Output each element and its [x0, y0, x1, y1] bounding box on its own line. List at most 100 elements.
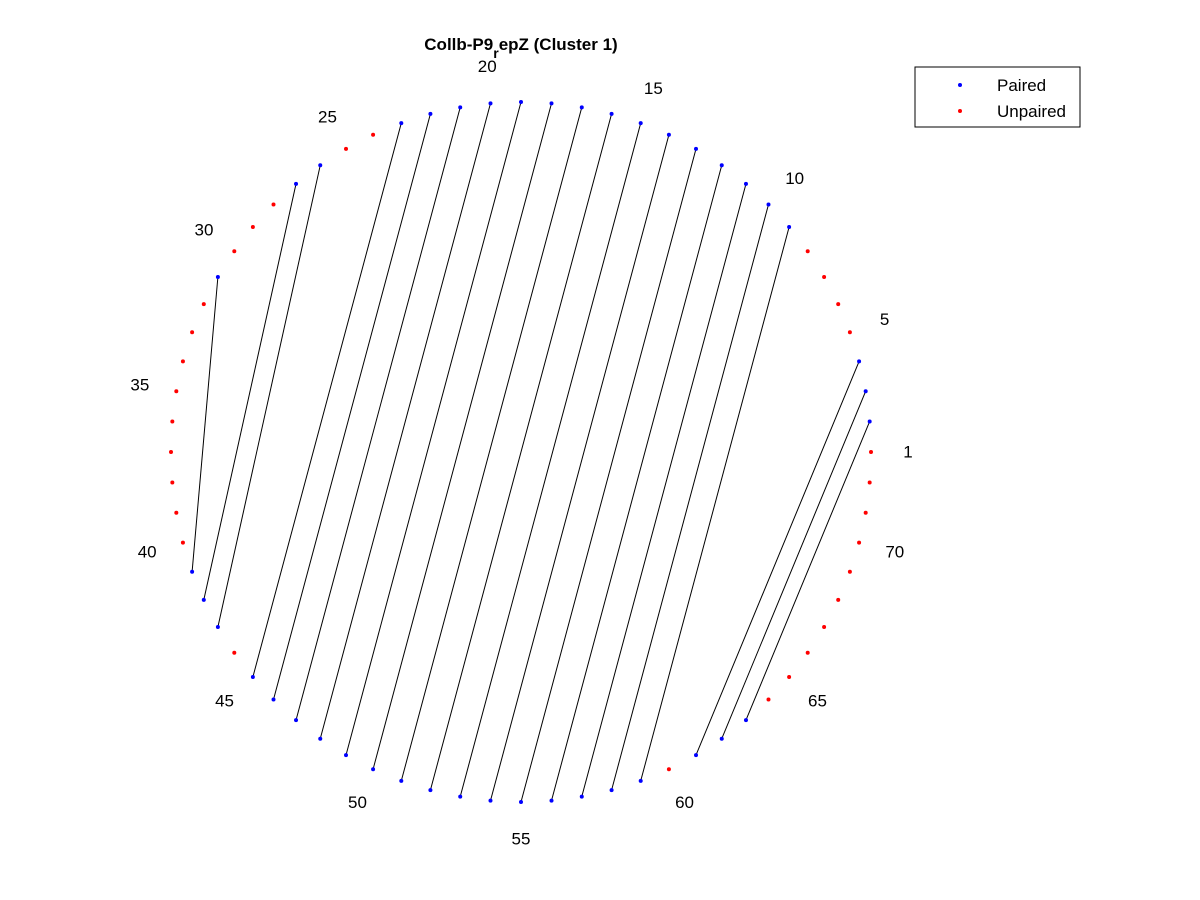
- index-label-45: 45: [215, 691, 234, 710]
- index-label-5: 5: [880, 310, 889, 329]
- unpaired-point-60: [666, 767, 671, 772]
- paired-point-27: [294, 181, 299, 186]
- unpaired-point-72: [867, 480, 872, 485]
- legend-unpaired-label: Unpaired: [997, 102, 1066, 121]
- paired-point-3: [863, 389, 868, 394]
- paired-point-11: [743, 181, 748, 186]
- paired-point-15: [638, 121, 643, 126]
- unpaired-point-69: [847, 569, 852, 574]
- paired-point-23: [399, 121, 404, 126]
- paired-point-2: [867, 419, 872, 424]
- paired-point-13: [694, 146, 698, 151]
- paired-point-26: [318, 163, 323, 168]
- index-label-70: 70: [885, 543, 904, 562]
- unpaired-point-65: [787, 674, 792, 679]
- bond-line-14-54: [490, 134, 670, 801]
- bond-line-2-63: [745, 421, 871, 721]
- bond-line-31-41: [191, 276, 219, 572]
- bond-line-12-56: [551, 165, 723, 801]
- bond-line-17-51: [400, 107, 583, 782]
- legend: Paired Unpaired: [914, 66, 1081, 128]
- unpaired-point-1: [869, 450, 873, 454]
- paired-point-56: [549, 798, 554, 803]
- bond-line-18-50: [372, 103, 552, 770]
- legend-paired-marker: [958, 83, 962, 87]
- index-label-50: 50: [348, 793, 367, 812]
- unpaired-point-40: [180, 540, 185, 545]
- index-label-60: 60: [675, 793, 694, 812]
- paired-point-52: [428, 788, 433, 793]
- bond-lines: [191, 101, 871, 803]
- paired-point-50: [371, 767, 376, 772]
- unpaired-point-6: [836, 302, 841, 307]
- unpaired-point-37: [169, 450, 173, 454]
- title-subscript: r: [493, 45, 499, 61]
- unpaired-point-30: [232, 249, 237, 254]
- paired-point-53: [458, 794, 463, 799]
- title-rest: epZ (Cluster 1): [499, 35, 618, 54]
- unpaired-point-38: [170, 480, 175, 485]
- index-label-40: 40: [138, 543, 157, 562]
- unpaired-point-24: [371, 132, 376, 137]
- paired-point-42: [201, 597, 206, 602]
- index-label-30: 30: [195, 221, 214, 240]
- bond-line-19-49: [345, 101, 522, 756]
- index-label-15: 15: [644, 79, 663, 98]
- unpaired-point-29: [250, 225, 255, 230]
- bond-line-3-62: [721, 391, 867, 739]
- paired-point-19: [519, 100, 523, 104]
- index-label-65: 65: [808, 691, 827, 710]
- unpaired-point-70: [857, 540, 862, 545]
- paired-point-14: [666, 132, 671, 137]
- paired-point-10: [766, 202, 771, 207]
- bond-line-26-43: [217, 165, 321, 628]
- paired-point-62: [719, 736, 724, 741]
- bond-line-11-57: [581, 183, 747, 797]
- unpaired-point-5: [847, 330, 852, 335]
- unpaired-point-7: [822, 275, 827, 279]
- bond-line-23-45: [252, 122, 402, 678]
- bond-line-10-58: [611, 204, 769, 791]
- unpaired-point-33: [190, 330, 195, 335]
- paired-point-59: [638, 778, 643, 783]
- bond-line-4-61: [695, 361, 860, 756]
- paired-point-48: [318, 736, 323, 741]
- paired-point-63: [743, 718, 748, 723]
- unpaired-point-34: [180, 359, 185, 364]
- paired-point-22: [428, 111, 433, 116]
- paired-point-58: [609, 788, 614, 793]
- paired-point-20: [488, 101, 493, 106]
- paired-point-31: [215, 275, 220, 279]
- paired-point-4: [857, 359, 862, 364]
- bond-line-16-52: [429, 113, 613, 791]
- unpaired-point-71: [863, 510, 868, 515]
- paired-point-16: [609, 111, 614, 116]
- legend-box: [914, 66, 1081, 128]
- unpaired-point-25: [344, 146, 348, 151]
- paired-point-51: [399, 778, 404, 783]
- unpaired-point-28: [271, 202, 276, 207]
- index-label-10: 10: [785, 169, 804, 188]
- bond-line-22-46: [273, 113, 431, 700]
- plot-title: Collb-P9repZ (Cluster 1): [424, 35, 617, 61]
- paired-point-17: [579, 105, 584, 110]
- nucleotide-points: [169, 100, 873, 804]
- title-main: Collb-P9: [424, 35, 493, 54]
- paired-point-54: [488, 798, 493, 803]
- unpaired-point-8: [805, 249, 810, 254]
- legend-paired-label: Paired: [997, 76, 1046, 95]
- unpaired-point-64: [766, 697, 771, 702]
- index-label-1: 1: [903, 443, 912, 462]
- bond-line-13-55: [520, 148, 697, 803]
- paired-point-46: [271, 697, 276, 702]
- paired-point-55: [519, 800, 523, 804]
- unpaired-point-35: [174, 389, 179, 394]
- legend-unpaired-marker: [958, 109, 962, 113]
- paired-point-57: [579, 794, 584, 799]
- paired-point-12: [719, 163, 724, 168]
- bond-line-27-42: [203, 183, 297, 601]
- paired-point-21: [458, 105, 463, 110]
- paired-point-9: [787, 225, 792, 230]
